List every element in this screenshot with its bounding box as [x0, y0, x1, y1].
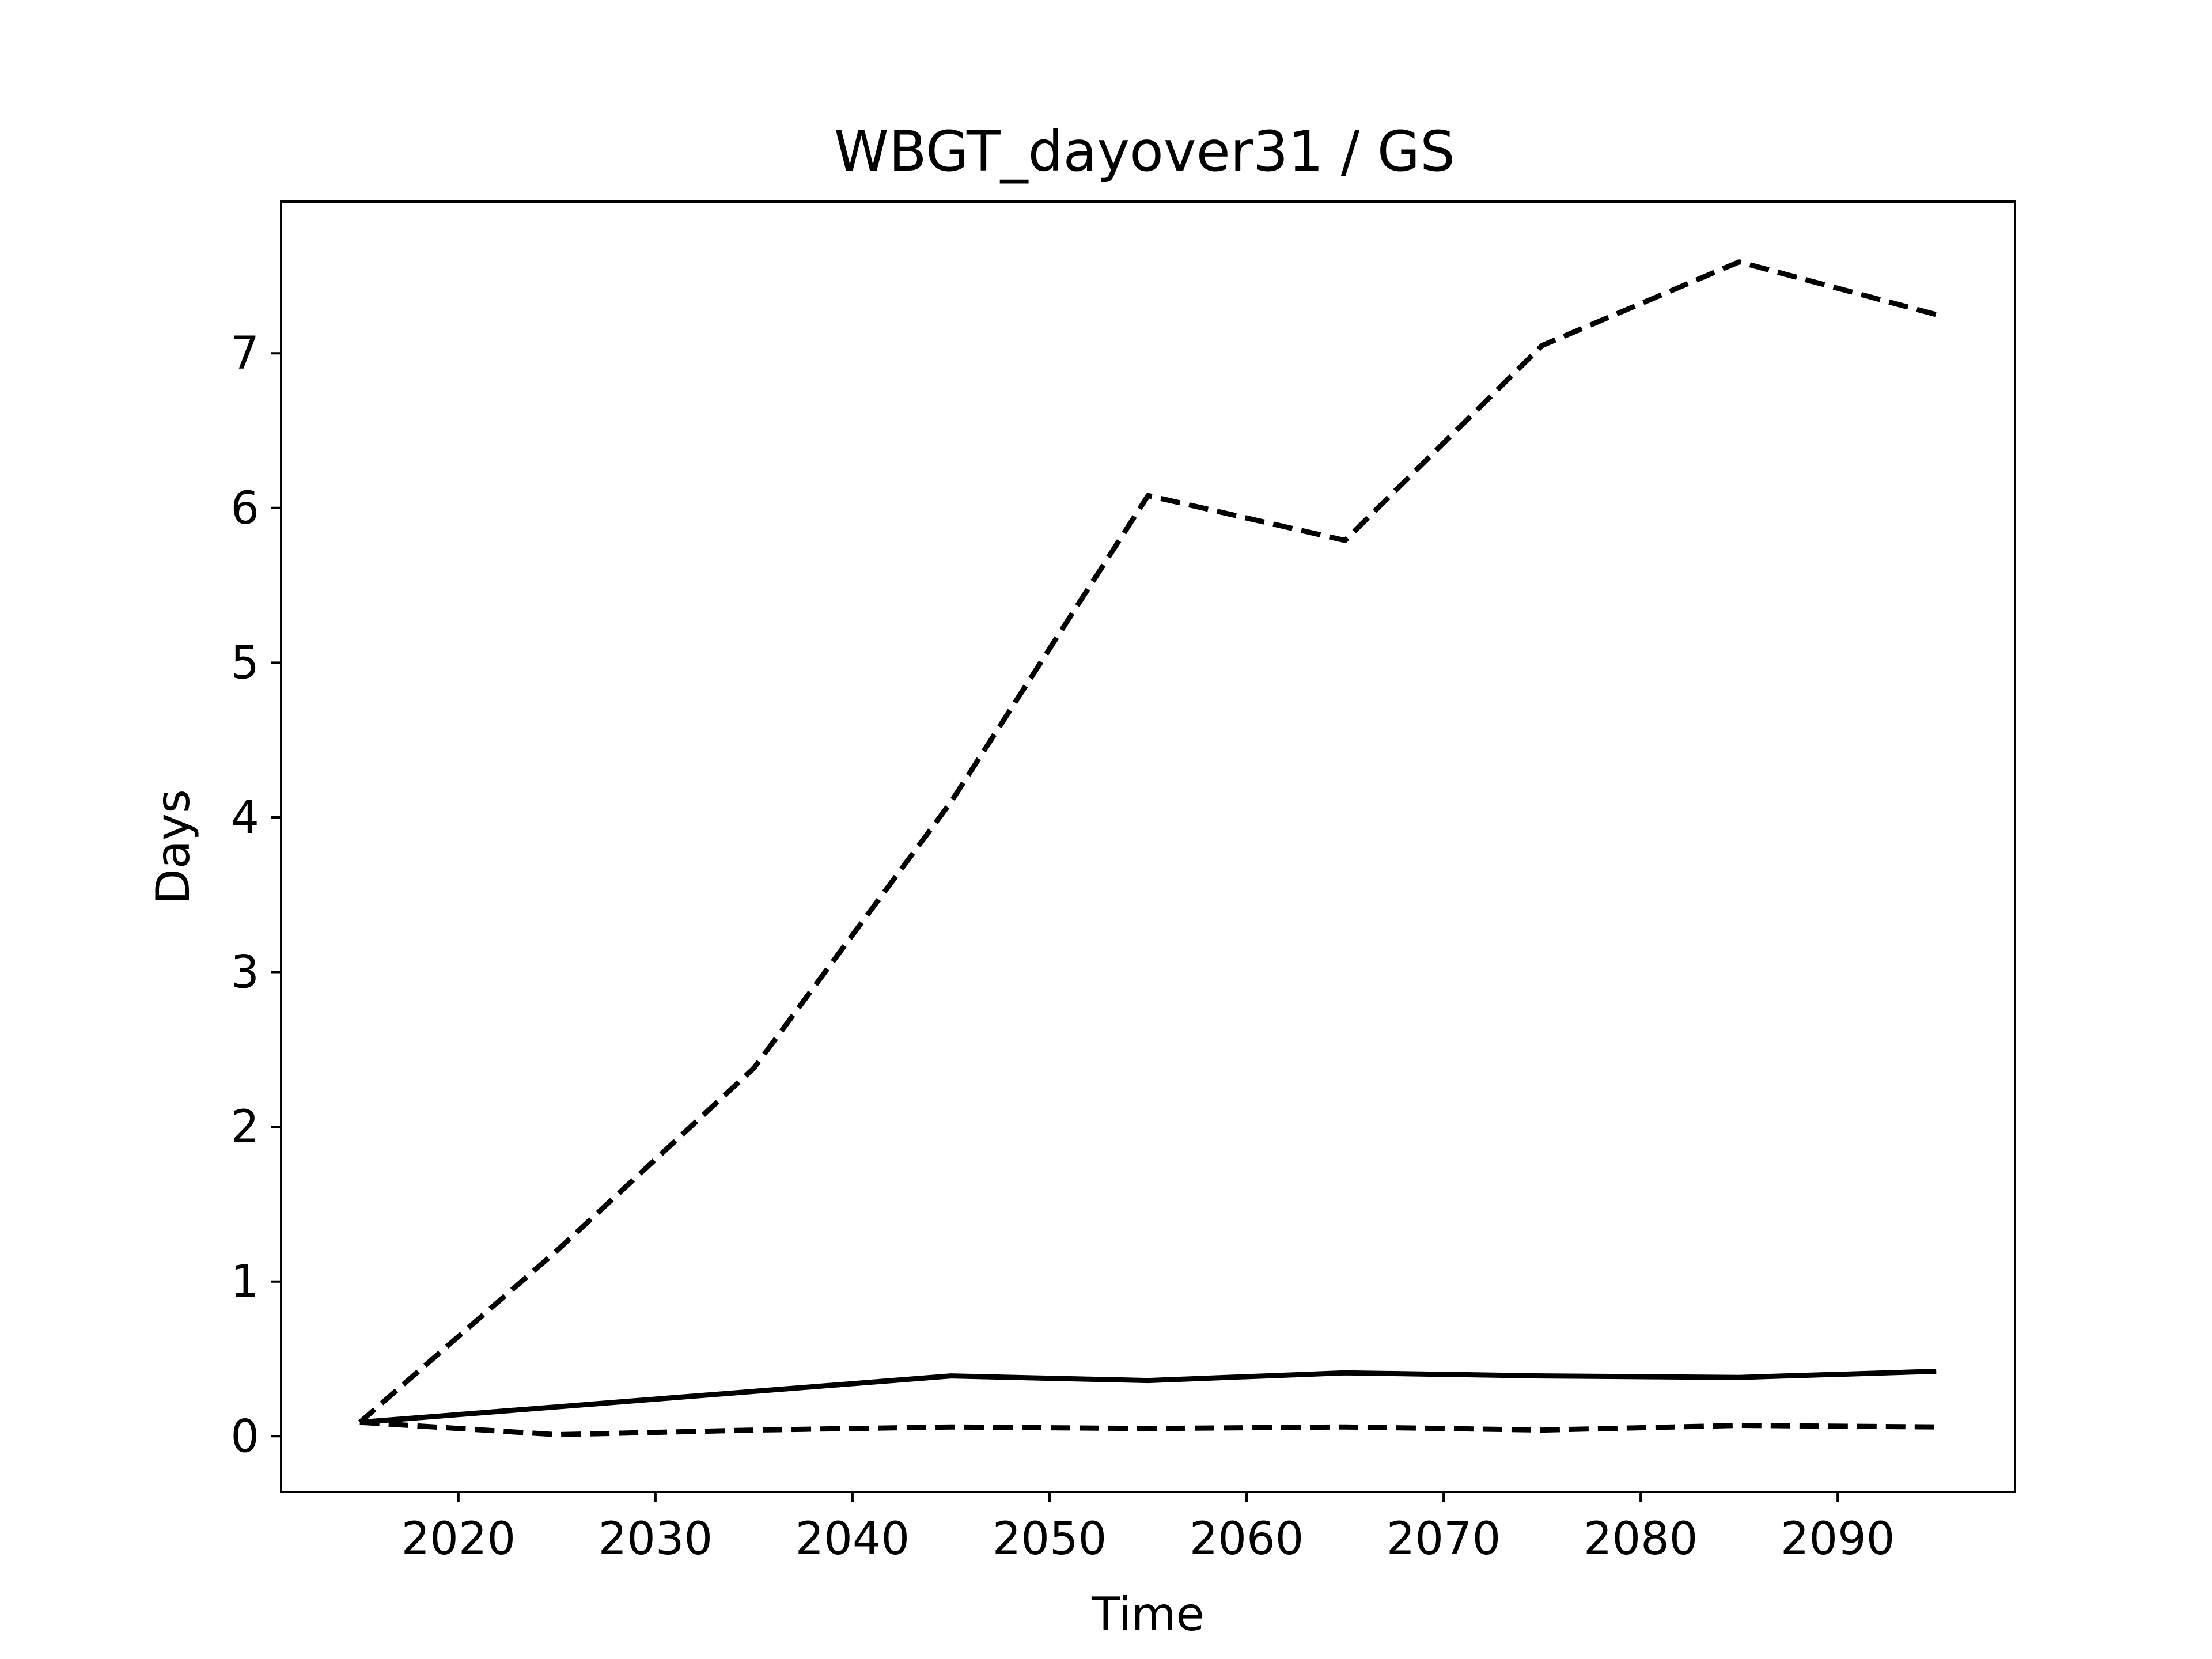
series-line-1	[358, 259, 1937, 1425]
x-axis-label: Time	[1091, 1588, 1205, 1641]
x-tick-label-2040: 2040	[796, 1513, 910, 1565]
y-tick-label-4: 4	[230, 792, 259, 844]
series-line-3	[359, 1419, 1937, 1438]
x-tick-label-2050: 2050	[993, 1513, 1107, 1565]
y-tick-label-3: 3	[230, 947, 259, 999]
y-tick-label-0: 0	[230, 1411, 259, 1463]
y-axis-label: Days	[146, 789, 200, 904]
x-tick-label-2060: 2060	[1190, 1513, 1304, 1565]
x-tick-label-2030: 2030	[599, 1513, 713, 1565]
chart-title: WBGT_dayover31 / GS	[834, 119, 1455, 184]
x-tick-label-2020: 2020	[402, 1513, 516, 1565]
x-tick-label-2090: 2090	[1781, 1513, 1895, 1565]
y-tick-label-6: 6	[230, 483, 259, 535]
x-tick-label-2080: 2080	[1584, 1513, 1698, 1565]
y-tick-label-2: 2	[230, 1101, 259, 1153]
y-tick-label-7: 7	[230, 328, 259, 380]
x-tick-label-2070: 2070	[1387, 1513, 1501, 1565]
plot-frame	[280, 200, 2016, 1493]
series-line-2	[359, 1369, 1937, 1425]
y-tick-label-1: 1	[230, 1256, 259, 1308]
y-tick-label-5: 5	[230, 637, 259, 689]
